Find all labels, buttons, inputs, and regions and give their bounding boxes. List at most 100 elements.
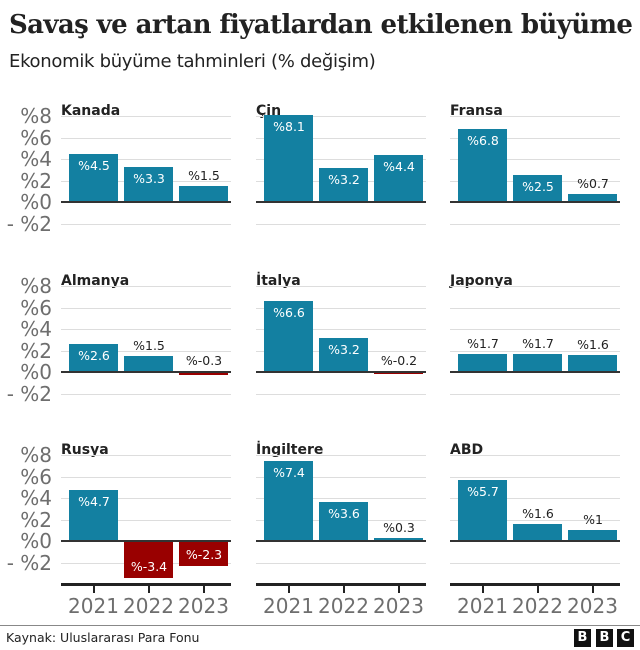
y-tick-label: %0: [20, 190, 52, 214]
bar-value-label: %1.6: [577, 336, 609, 352]
panel-title: ABD: [450, 442, 484, 458]
gridline: [256, 562, 426, 564]
bar-value-label: %1.7: [467, 335, 499, 351]
bar-2021: [458, 128, 507, 202]
panel-kanada: Kanada %4.5 %3.3 %1.5: [61, 103, 231, 246]
gridline: [61, 476, 231, 478]
zero-baseline: [256, 540, 426, 542]
bar-2023: [374, 154, 423, 202]
bar-value-label: %6.8: [467, 132, 499, 148]
x-tick-label: 2021: [68, 593, 119, 618]
y-tick-label: %8: [20, 443, 52, 467]
y-tick-label: %4: [20, 317, 52, 341]
bar-value-label: %0.3: [383, 519, 415, 535]
bar-2021: [458, 353, 507, 372]
gridline: [256, 286, 426, 287]
x-tick: [287, 585, 290, 593]
bar-2021: [458, 479, 507, 541]
bar-2021: [69, 344, 118, 372]
gridline: [256, 393, 426, 395]
x-axis: [61, 582, 231, 586]
gridline: [61, 159, 231, 160]
y-tick-label: - %2: [6, 381, 52, 406]
gridline: [450, 116, 620, 117]
bar-value-label: %0.7: [577, 176, 609, 192]
zero-baseline: [61, 371, 231, 373]
y-tick-label: %0: [20, 360, 52, 384]
gridline: [61, 137, 231, 139]
bar-2023: [179, 372, 228, 376]
bar-value-label: %5.7: [467, 483, 499, 499]
x-tick-label: 2022: [318, 593, 369, 618]
gridline: [256, 455, 426, 456]
gridline: [450, 350, 620, 352]
y-tick-label: %8: [20, 274, 52, 298]
gridline: [256, 116, 426, 117]
x-tick: [536, 585, 539, 593]
bar-value-label: %4.4: [383, 158, 415, 174]
y-tick-label: - %2: [6, 211, 52, 236]
y-tick-label: - %2: [6, 550, 52, 575]
panel-title: Almanya: [61, 273, 130, 289]
gridline: [61, 286, 231, 287]
bar-2022: [124, 355, 173, 372]
panel-title: Rusya: [61, 442, 109, 458]
y-tick-label: %4: [20, 147, 52, 171]
gridline: [61, 519, 231, 521]
panel-almanya: Almanya %2.6 %1.5 %-0.3: [61, 273, 231, 416]
gridline: [450, 329, 620, 330]
zero-baseline: [256, 371, 426, 373]
x-tick-label: 2022: [512, 593, 563, 618]
y-tick-label: %2: [20, 338, 52, 363]
bar-value-label: %3.2: [328, 171, 360, 187]
bar-2022: [319, 502, 368, 541]
bar-value-label: %-2.3: [185, 546, 223, 562]
bar-2022: [513, 523, 562, 541]
panel-i̇ngiltere: İngiltere %7.4 %3.6 %0.3 2021 2022 2023: [256, 442, 426, 618]
y-tick-label: %6: [20, 125, 52, 150]
gridline: [450, 137, 620, 139]
gridline: [450, 393, 620, 395]
bar-value-label: %1.6: [522, 505, 554, 521]
footer-divider: [0, 625, 640, 626]
bbc-logo-c: C: [617, 629, 634, 647]
x-tick: [342, 585, 345, 593]
panel-title: Kanada: [61, 103, 121, 119]
bar-value-label: %8.1: [273, 118, 305, 134]
bar-2021: [264, 461, 313, 541]
bar-2023: [568, 194, 617, 202]
bar-value-label: %6.6: [273, 305, 305, 321]
gridline: [61, 116, 231, 117]
bbc-logo-b1: B: [574, 629, 591, 647]
gridline: [450, 307, 620, 309]
gridline: [450, 476, 620, 478]
gridline: [61, 329, 231, 330]
y-tick-label: %2: [20, 168, 52, 193]
y-tick-label: %6: [20, 464, 52, 489]
gridline: [61, 307, 231, 309]
y-tick-label: %8: [20, 104, 52, 128]
chart-title: Savaş ve artan fiyatlardan etkilenen büy…: [9, 10, 633, 40]
bar-2021: [264, 301, 313, 372]
bar-value-label: %3.6: [328, 506, 360, 522]
bar-2022: [513, 175, 562, 202]
bar-2023: [179, 185, 228, 202]
bar-2022: [124, 166, 173, 202]
bar-2021: [69, 490, 118, 541]
bbc-logo-b2: B: [596, 629, 613, 647]
bar-2022: [124, 541, 173, 578]
panel-fransa: Fransa %6.8 %2.5 %0.7: [450, 103, 620, 246]
gridline: [450, 498, 620, 499]
gridline: [450, 455, 620, 456]
bar-2023: [374, 537, 423, 541]
gridline: [256, 329, 426, 330]
gridline: [450, 223, 620, 225]
bar-2023: [568, 354, 617, 372]
gridline: [61, 498, 231, 499]
panel-title: İtalya: [256, 273, 301, 289]
bar-value-label: %-0.2: [380, 353, 418, 368]
x-tick: [397, 585, 400, 593]
gridline: [450, 519, 620, 521]
bar-value-label: %1: [583, 512, 603, 528]
bar-2021: [69, 153, 118, 202]
